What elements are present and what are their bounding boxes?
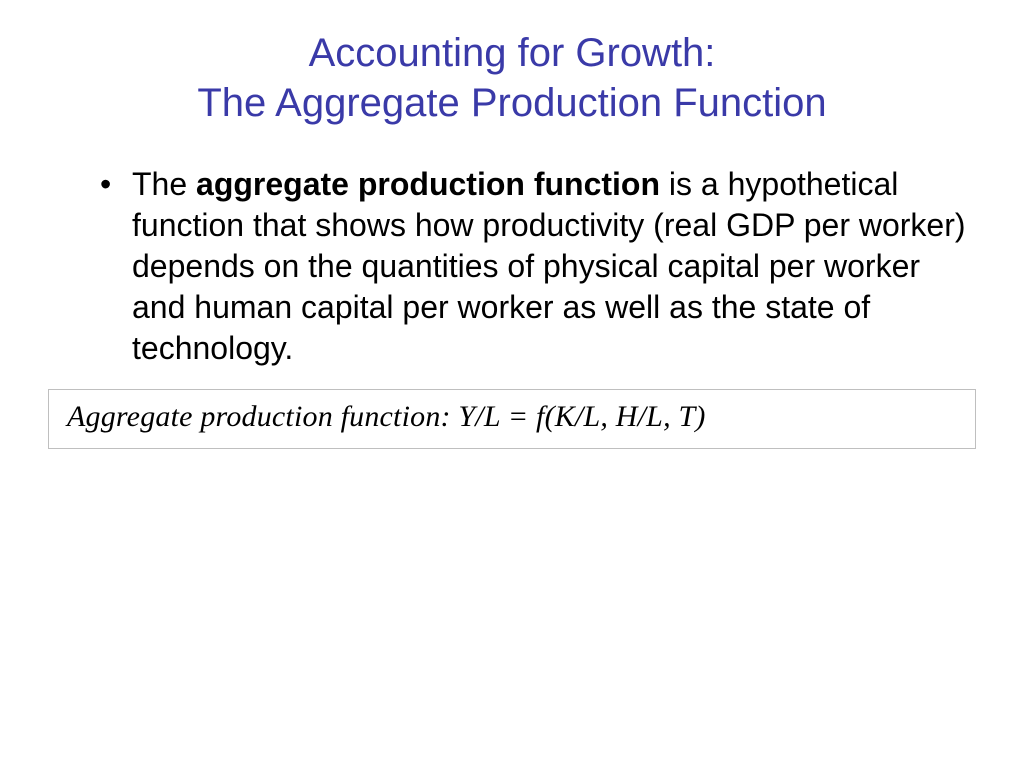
formula-text: Aggregate production function: Y/L = f(K…: [67, 400, 957, 434]
slide-container: Accounting for Growth: The Aggregate Pro…: [0, 0, 1024, 768]
formula-box: Aggregate production function: Y/L = f(K…: [48, 389, 976, 449]
bullet-item-1: The aggregate production function is a h…: [100, 164, 966, 369]
title-line-1: Accounting for Growth:: [309, 31, 716, 75]
bullet-block: The aggregate production function is a h…: [48, 164, 976, 369]
bullet-prefix: The: [132, 166, 196, 202]
formula-label: Aggregate production function:: [67, 400, 451, 433]
bullet-bold-term: aggregate production function: [196, 166, 660, 202]
title-line-2: The Aggregate Production Function: [197, 81, 826, 125]
slide-title: Accounting for Growth: The Aggregate Pro…: [48, 28, 976, 128]
formula-equation: Y/L = f(K/L, H/L, T): [458, 400, 705, 433]
bullet-list: The aggregate production function is a h…: [100, 164, 966, 369]
